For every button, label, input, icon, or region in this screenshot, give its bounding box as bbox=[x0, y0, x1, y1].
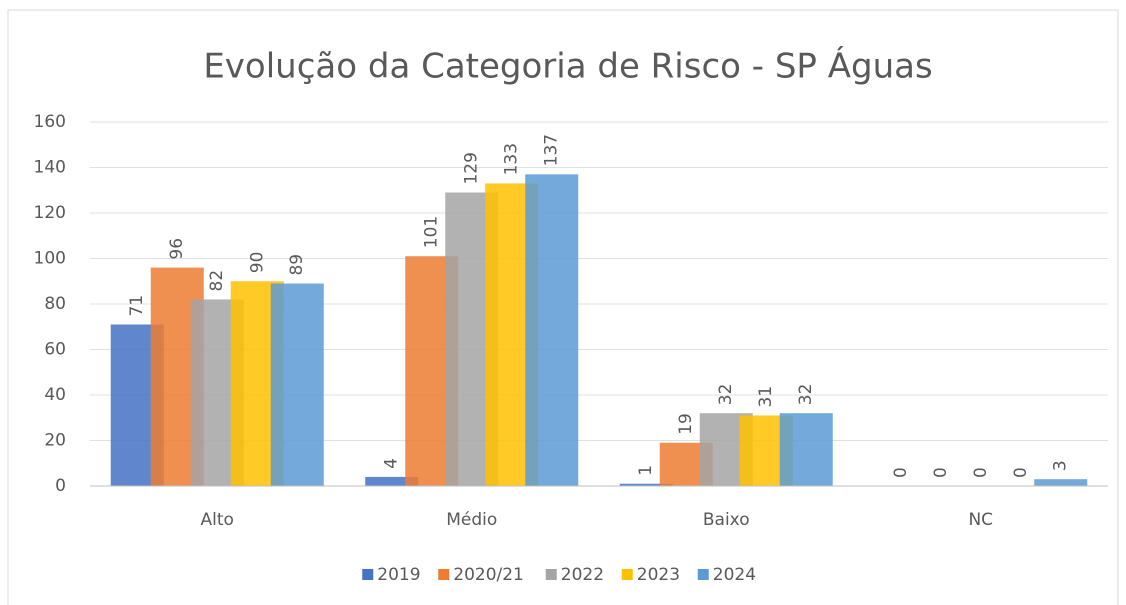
legend-swatch bbox=[697, 569, 709, 580]
legend-swatch bbox=[438, 569, 450, 580]
y-tick-label: 60 bbox=[44, 340, 66, 360]
y-tick-label: 80 bbox=[44, 294, 66, 314]
legend-swatch bbox=[545, 569, 557, 580]
data-label: 3 bbox=[1051, 460, 1071, 471]
data-label: 31 bbox=[756, 386, 776, 408]
bar bbox=[270, 283, 324, 486]
bar bbox=[779, 413, 833, 486]
data-label: 71 bbox=[127, 295, 147, 317]
data-label: 82 bbox=[207, 270, 227, 292]
legend-label: 2024 bbox=[713, 565, 756, 585]
data-label: 133 bbox=[502, 143, 522, 175]
data-label: 4 bbox=[382, 458, 402, 469]
data-label: 137 bbox=[542, 134, 562, 166]
data-label: 90 bbox=[247, 252, 267, 274]
data-label: 0 bbox=[891, 467, 911, 478]
x-tick-label: Médio bbox=[446, 510, 497, 530]
bar bbox=[1034, 479, 1088, 486]
data-label: 0 bbox=[1011, 467, 1031, 478]
y-tick-label: 20 bbox=[44, 431, 66, 451]
data-label: 32 bbox=[716, 384, 736, 406]
data-label: 129 bbox=[462, 152, 482, 184]
data-label: 19 bbox=[676, 413, 696, 435]
y-tick-label: 140 bbox=[34, 158, 66, 178]
bar bbox=[365, 476, 419, 486]
chart-title: Evolução da Categoria de Risco - SP Água… bbox=[203, 46, 932, 87]
data-label: 32 bbox=[796, 384, 816, 406]
x-tick-label: Alto bbox=[201, 510, 234, 530]
data-label: 1 bbox=[636, 465, 656, 476]
data-label: 96 bbox=[167, 238, 187, 260]
bar bbox=[525, 174, 579, 486]
legend-label: 2019 bbox=[377, 565, 420, 585]
y-tick-label: 120 bbox=[34, 203, 66, 223]
legend-label: 2023 bbox=[637, 565, 680, 585]
data-label: 0 bbox=[931, 467, 951, 478]
x-tick-label: NC bbox=[968, 510, 993, 530]
data-label: 101 bbox=[422, 216, 442, 248]
y-tick-label: 100 bbox=[34, 249, 66, 269]
legend-swatch bbox=[621, 569, 633, 580]
legend-label: 2020/21 bbox=[453, 565, 524, 585]
legend-swatch bbox=[362, 569, 374, 580]
x-tick-label: Baixo bbox=[703, 510, 750, 530]
y-tick-label: 160 bbox=[34, 112, 66, 132]
data-label: 0 bbox=[971, 467, 991, 478]
legend-label: 2022 bbox=[561, 565, 604, 585]
y-tick-label: 0 bbox=[55, 476, 66, 496]
bar bbox=[619, 483, 673, 486]
data-label: 89 bbox=[287, 254, 307, 276]
y-tick-label: 40 bbox=[44, 385, 66, 405]
